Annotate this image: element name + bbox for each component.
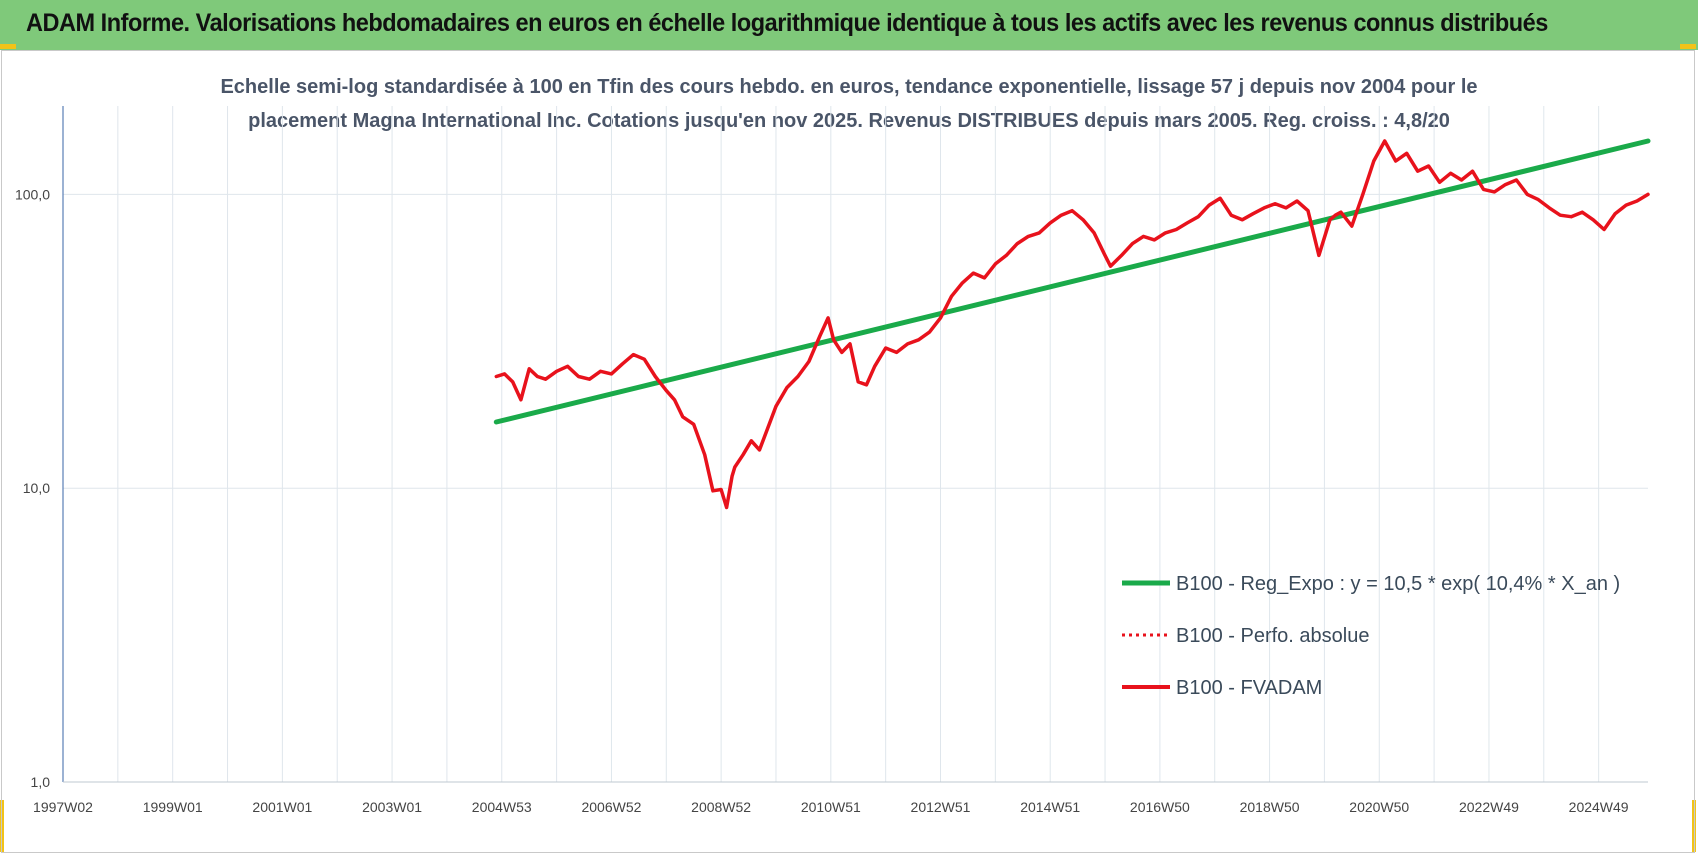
x-tick-label: 2006W52 [581,799,641,815]
x-tick-label: 2022W49 [1459,799,1519,815]
series-line-fvadam [494,139,1650,510]
header-title: ADAM Informe. Valorisations hebdomadaire… [26,9,1548,37]
chart-title-line-1: Echelle semi-log standardisée à 100 en T… [220,76,1478,98]
corner-mark-bottom-left [0,800,4,852]
series-line-reg-expo [493,138,1651,425]
y-tick-label: 1,0 [31,774,51,790]
x-tick-label: 2008W52 [691,799,751,815]
legend: B100 - Reg_Expo : y = 10,5 * exp( 10,4% … [1122,573,1620,699]
y-tick-label: 100,0 [15,186,50,202]
x-tick-label: 1997W02 [33,799,93,815]
x-tick-label: 1999W01 [143,799,203,815]
x-tick-label: 2018W50 [1240,799,1300,815]
grid [62,106,1648,783]
x-tick-label: 2012W51 [911,799,971,815]
x-tick-label: 2004W53 [472,799,532,815]
x-tick-label: 2014W51 [1020,799,1080,815]
y-tick-label: 10,0 [23,480,50,496]
corner-mark-top-right [1680,44,1696,49]
x-tick-label: 2024W49 [1569,799,1629,815]
x-tick-label: 2001W01 [252,799,312,815]
x-tick-label: 2016W50 [1130,799,1190,815]
x-tick-label: 2010W51 [801,799,861,815]
legend-label: B100 - Reg_Expo : y = 10,5 * exp( 10,4% … [1176,573,1620,595]
legend-label: B100 - FVADAM [1176,677,1322,699]
chart-frame [1,50,1695,853]
corner-mark-top-left [0,44,16,49]
chart-title-line-2: placement Magna International Inc. Cotat… [248,110,1450,132]
axes: 1,0 10,0 100,0 1997W02 1999W01 2001W01 2003W01… [15,106,1648,815]
x-tick-label: 2003W01 [362,799,422,815]
x-tick-label: 2020W50 [1349,799,1409,815]
header-bar: ADAM Informe. Valorisations hebdomadaire… [0,0,1698,50]
series-layer [493,138,1651,510]
legend-label: B100 - Perfo. absolue [1176,625,1369,647]
